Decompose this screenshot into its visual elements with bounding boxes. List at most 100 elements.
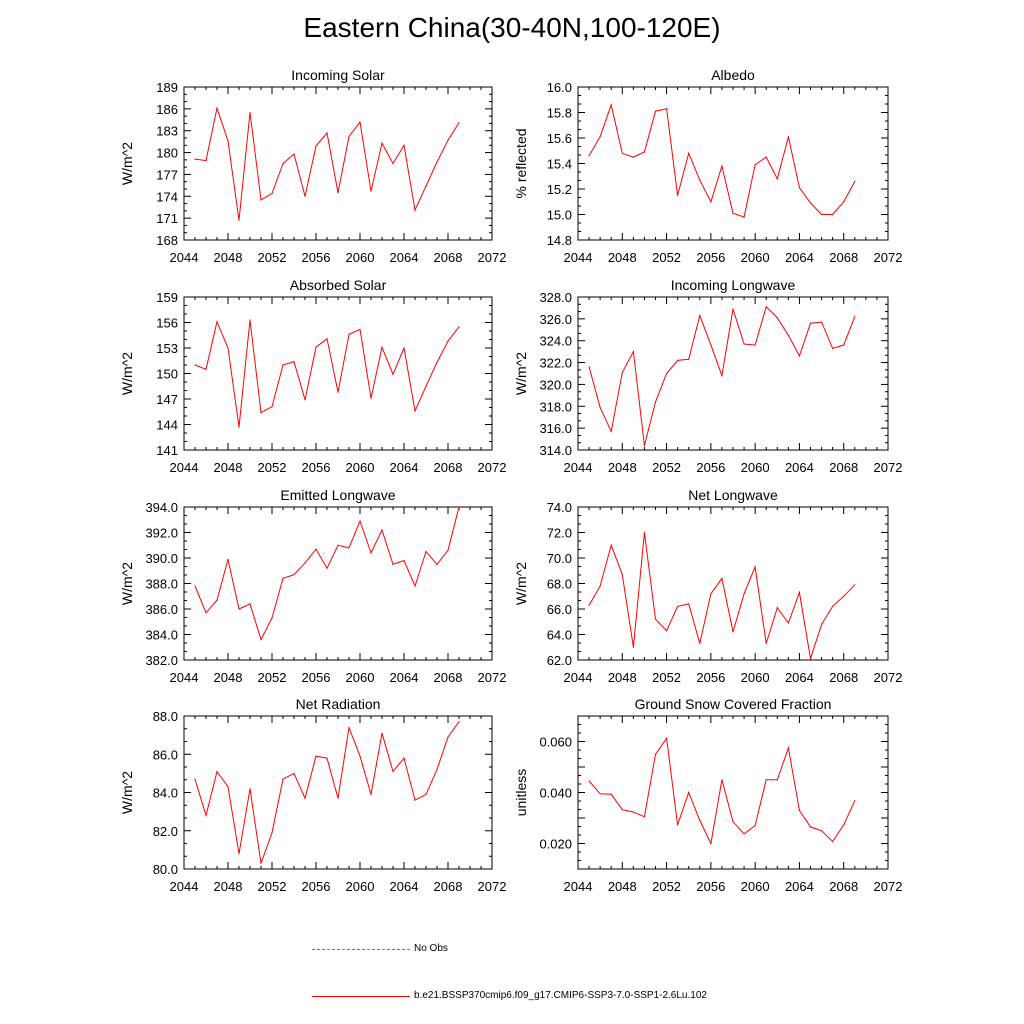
- y-tick-label: 384.0: [145, 628, 178, 643]
- data-point: [621, 574, 623, 576]
- data-point: [743, 216, 745, 218]
- x-tick-label: 2044: [170, 670, 199, 685]
- data-point: [699, 819, 701, 822]
- y-tick-label: 16.0: [547, 80, 572, 95]
- y-tick-label: 15.0: [547, 208, 572, 223]
- data-point: [436, 563, 438, 566]
- data-point: [776, 779, 778, 781]
- y-tick-label: 156: [156, 316, 178, 331]
- data-point: [743, 343, 745, 345]
- panel-5: Emitted Longwave W/m^2 2044 2048 2052 2056 206…: [119, 487, 506, 685]
- y-tick-label: 159: [156, 290, 178, 305]
- data-point: [832, 605, 834, 608]
- data-point: [688, 791, 690, 794]
- data-point: [654, 110, 657, 112]
- y-axis-label: W/m^2: [119, 142, 135, 185]
- x-tick-label: 2072: [874, 460, 903, 475]
- data-point: [854, 316, 856, 318]
- panel-frame: [183, 506, 493, 661]
- data-point: [227, 558, 229, 560]
- data-point: [359, 520, 361, 522]
- data-point: [787, 622, 790, 624]
- data-point: [654, 753, 657, 755]
- x-tick-label: 2048: [608, 879, 637, 894]
- data-point: [721, 577, 723, 580]
- data-point: [654, 401, 657, 403]
- x-tick-label: 2052: [258, 879, 287, 894]
- panel-frame: [183, 296, 493, 451]
- data-point: [425, 185, 427, 187]
- y-axis-label: W/m^2: [513, 352, 529, 395]
- y-tick-label: 14.8: [547, 233, 572, 248]
- data-point: [809, 826, 812, 828]
- data-point: [403, 757, 405, 759]
- data-point: [260, 862, 262, 864]
- data-point: [447, 340, 449, 342]
- x-tick-label: 2060: [741, 460, 770, 475]
- data-point: [854, 584, 856, 586]
- data-point: [227, 786, 229, 788]
- x-tick-label: 2052: [652, 879, 681, 894]
- data-point: [425, 385, 427, 387]
- data-point: [787, 334, 790, 336]
- data-point: [216, 107, 218, 109]
- x-tick-label: 2048: [214, 250, 243, 265]
- x-tick-label: 2072: [874, 250, 903, 265]
- data-point: [821, 830, 823, 832]
- data-point: [414, 799, 416, 801]
- data-point: [643, 816, 646, 818]
- data-point: [809, 658, 812, 660]
- data-point: [732, 308, 734, 310]
- y-tick-label: 328.0: [539, 290, 572, 305]
- data-point: [632, 811, 635, 813]
- data-point: [677, 824, 679, 826]
- data-point: [677, 194, 679, 196]
- y-tick-label: 15.8: [547, 106, 572, 121]
- data-point: [414, 585, 416, 587]
- data-point: [216, 599, 218, 601]
- series-line: [588, 532, 856, 659]
- x-tick-label: 2056: [696, 879, 725, 894]
- data-point: [732, 821, 734, 823]
- data-point: [809, 202, 812, 204]
- y-tick-label: 392.0: [145, 526, 178, 541]
- data-point: [392, 563, 394, 566]
- x-tick-label: 2064: [785, 460, 814, 475]
- y-axis-label: W/m^2: [119, 352, 135, 395]
- series-line: [194, 506, 460, 641]
- panel-2: Albedo % reflected 2044 2048 2052 2056 2060 206…: [513, 67, 902, 265]
- x-tick-label: 2064: [390, 879, 419, 894]
- x-tick-label: 2068: [829, 250, 858, 265]
- panel-frame: [577, 506, 889, 661]
- data-point: [710, 842, 712, 845]
- legend-model-label: b.e21.BSSP370cmip6.f09_g17.CMIP6-SSP3-7.…: [414, 990, 707, 1001]
- y-tick-label: 0.040: [539, 786, 572, 801]
- data-point: [743, 593, 745, 595]
- data-point: [688, 603, 690, 605]
- data-point: [425, 551, 427, 553]
- data-point: [610, 793, 612, 795]
- data-point: [282, 364, 284, 366]
- x-tick-label: 2064: [785, 670, 814, 685]
- data-point: [249, 603, 251, 605]
- y-tick-label: 74.0: [547, 500, 572, 515]
- y-tick-label: 153: [156, 341, 178, 356]
- y-tick-label: 80.0: [153, 862, 178, 877]
- data-point: [787, 747, 790, 749]
- data-point: [599, 585, 601, 587]
- x-tick-label: 2068: [829, 879, 858, 894]
- x-tick-label: 2048: [214, 879, 243, 894]
- data-point: [821, 321, 823, 323]
- data-point: [721, 165, 723, 167]
- panel-title: Absorbed Solar: [290, 277, 387, 293]
- y-tick-label: 141: [156, 443, 178, 458]
- y-tick-label: 177: [156, 167, 178, 182]
- x-tick-label: 2052: [652, 460, 681, 475]
- data-point: [843, 824, 845, 826]
- data-point: [621, 809, 623, 811]
- data-point: [403, 559, 405, 562]
- x-tick-label: 2064: [785, 879, 814, 894]
- x-tick-label: 2048: [214, 460, 243, 475]
- data-point: [588, 366, 590, 368]
